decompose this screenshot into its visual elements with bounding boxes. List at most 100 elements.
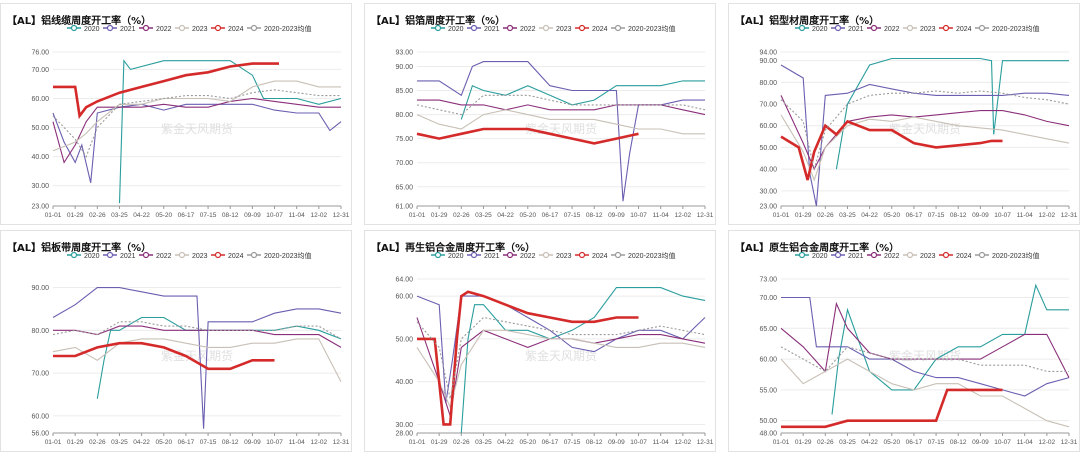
series-line-2024: [53, 341, 275, 371]
legend-item: 2021: [831, 24, 864, 33]
x-tick-label: 12-02: [1039, 439, 1056, 446]
x-tick-label: 10-07: [994, 212, 1011, 219]
legend-swatch-marker: [470, 24, 478, 32]
legend-label: 2022: [520, 26, 536, 33]
x-tick-label: 01-29: [795, 439, 812, 446]
x-tick-label: 05-20: [883, 212, 900, 219]
series-line-2023: [416, 109, 705, 135]
legend-swatch-marker: [906, 251, 914, 259]
series-line-2020: [831, 283, 1069, 415]
legend-label: 2022: [520, 253, 536, 260]
watermark: 紫金天风期货: [525, 121, 597, 136]
legend-label: 2024: [228, 253, 244, 260]
legend-item: 2020-2023均值: [247, 24, 311, 33]
x-tick-label: 05-20: [883, 439, 900, 446]
series-line-avg: [416, 316, 706, 399]
legend-label: 2020: [812, 26, 828, 33]
legend-label: 2022: [156, 26, 172, 33]
chart-svg: 2020 2021 2022 2023 2024 2020-2023均值 28.00 30.0…: [395, 251, 713, 446]
x-tick-label: 08-12: [950, 439, 967, 446]
series-line-2021: [52, 103, 342, 183]
x-tick-label: 03-25: [111, 212, 128, 219]
x-tick-label: 07-15: [200, 439, 217, 446]
x-tick-label: 10-07: [266, 439, 283, 446]
legend-swatch-marker: [942, 251, 950, 259]
x-tick-label: 01-01: [773, 212, 790, 219]
legend-swatch-marker: [798, 251, 806, 259]
x-tick-label: 06-17: [178, 212, 195, 219]
x-tick-label: 12-02: [1039, 212, 1056, 219]
legend-label: 2020-2023均值: [992, 24, 1039, 33]
y-tick-label: 50.00: [759, 145, 777, 152]
legend-label: 2023: [556, 26, 572, 33]
watermark: 紫金天风期货: [889, 348, 961, 363]
legend-label: 2020-2023均值: [992, 251, 1039, 260]
y-tick-label: 60.00: [31, 96, 49, 103]
legend-label: 2022: [884, 26, 900, 33]
chart-svg: 2020 2021 2022 2023 2024 2020-2023均值 23.00 30.0…: [759, 24, 1077, 219]
x-tick-label: 07-15: [564, 439, 581, 446]
x-tick-label: 09-09: [972, 212, 989, 219]
x-tick-label: 04-22: [861, 212, 878, 219]
legend-item: 2024: [939, 251, 972, 260]
y-tick-label: 93.00: [395, 50, 413, 57]
x-tick-label: 12-02: [675, 439, 692, 446]
legend-item: 2024: [575, 24, 608, 33]
y-tick-label: 70.00: [31, 67, 49, 74]
series-line-avg: [52, 321, 342, 340]
chart-title: 【AL】原生铝合金周度开工率（%）: [735, 243, 900, 254]
legend-swatch-marker: [178, 24, 186, 32]
legend-item: 2020-2023均值: [975, 251, 1039, 260]
legend-item: 2021: [467, 251, 500, 260]
legend-label: 2020: [812, 253, 828, 260]
chart-svg: 2020 2021 2022 2023 2024 2020-2023均值 61.00 65.0…: [395, 24, 713, 219]
series-line-2024: [53, 62, 279, 120]
legend-item: 2020-2023均值: [975, 24, 1039, 33]
legend-item: 2022: [867, 24, 900, 33]
x-tick-label: 07-15: [564, 212, 581, 219]
legend-item: 2020: [431, 251, 464, 260]
x-tick-label: 02-26: [453, 439, 470, 446]
legend-label: 2024: [956, 253, 972, 260]
legend-item: 2023: [539, 251, 572, 260]
x-tick-label: 03-25: [111, 439, 128, 446]
legend-swatch-marker: [906, 24, 914, 32]
legend-swatch-marker: [870, 24, 878, 32]
x-tick-label: 10-07: [266, 212, 283, 219]
legend-label: 2020-2023均值: [264, 251, 311, 260]
x-tick-label: 06-17: [178, 439, 195, 446]
series-line-2021: [416, 295, 706, 404]
y-tick-label: 94.00: [759, 50, 777, 57]
x-tick-label: 06-17: [542, 212, 559, 219]
x-tick-label: 01-01: [45, 212, 62, 219]
x-tick-label: 09-09: [608, 212, 625, 219]
y-tick-label: 60.00: [31, 413, 49, 420]
legend-label: 2021: [120, 253, 136, 260]
watermark: 紫金天风期货: [525, 348, 597, 363]
x-tick-label: 01-01: [409, 212, 426, 219]
legend-label: 2023: [556, 253, 572, 260]
y-tick-label: 90.00: [759, 58, 777, 65]
legend-swatch-marker: [978, 251, 986, 259]
legend-item: 2024: [575, 251, 608, 260]
legend-item: 2020: [67, 24, 100, 33]
legend-label: 2022: [156, 253, 172, 260]
x-tick-label: 02-26: [453, 212, 470, 219]
y-tick-label: 80.00: [395, 112, 413, 119]
y-tick-label: 56.00: [31, 431, 49, 438]
x-tick-label: 06-17: [542, 439, 559, 446]
y-tick-label: 60.00: [759, 357, 777, 364]
series-line-2021: [52, 287, 342, 429]
legend-label: 2021: [120, 26, 136, 33]
x-tick-label: 07-15: [928, 212, 945, 219]
y-tick-label: 30.00: [395, 422, 413, 429]
legend-swatch-marker: [942, 24, 950, 32]
x-tick-label: 11-04: [289, 212, 306, 219]
y-tick-label: 65.00: [759, 326, 777, 333]
legend-item: 2021: [103, 24, 136, 33]
legend-item: 2023: [175, 24, 208, 33]
x-tick-label: 12-02: [311, 212, 328, 219]
series-line-2024: [417, 290, 639, 426]
y-tick-label: 70.00: [759, 295, 777, 302]
